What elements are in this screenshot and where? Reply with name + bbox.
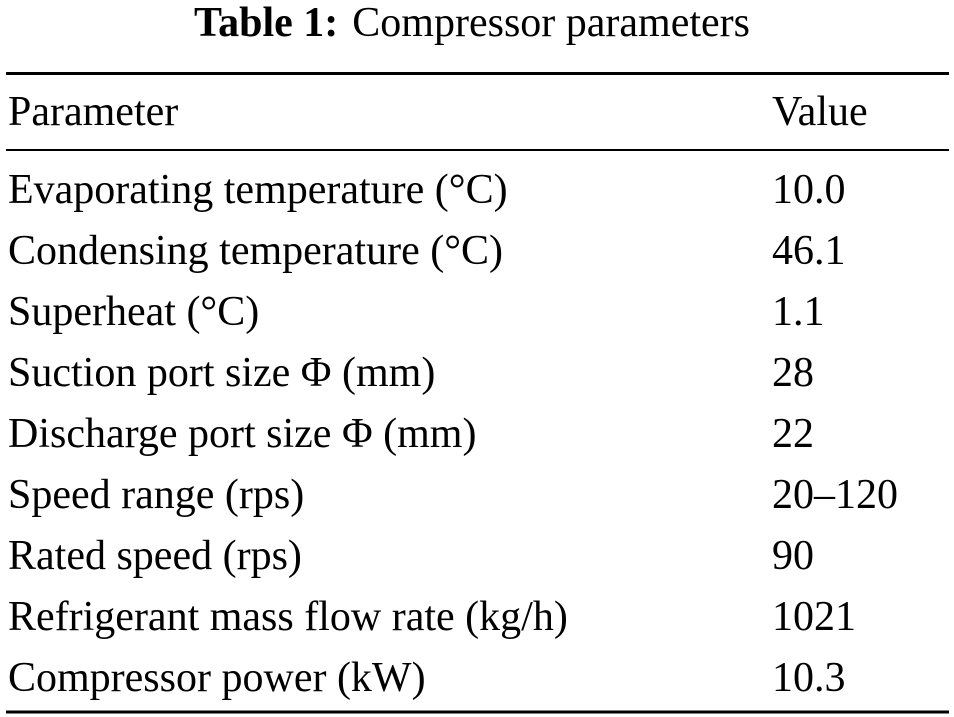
- value-cell: 1021: [772, 594, 856, 640]
- header-cell: Parameter: [8, 89, 178, 135]
- value-cell: 10.0: [772, 167, 846, 213]
- value-cell: 28: [772, 350, 814, 396]
- parameter-cell: Suction port size Φ (mm): [8, 350, 435, 396]
- caption-label: Table 1:: [194, 0, 338, 46]
- value-cell: 10.3: [772, 655, 846, 701]
- value-cell: 90: [772, 533, 814, 579]
- parameter-cell: Speed range (rps): [8, 472, 304, 518]
- caption-title: Compressor parameters: [352, 0, 750, 46]
- table-caption: Table 1: Compressor parameters: [194, 0, 750, 46]
- parameter-cell: Discharge port size Φ (mm): [8, 411, 476, 457]
- value-cell: 20–120: [772, 472, 898, 518]
- parameter-cell: Refrigerant mass flow rate (kg/h): [8, 594, 568, 640]
- table-body: Evaporating temperature (°C) 10.0 Condensi…: [8, 167, 898, 701]
- parameter-cell: Evaporating temperature (°C): [8, 167, 508, 213]
- parameter-cell: Rated speed (rps): [8, 533, 302, 579]
- value-cell: 46.1: [772, 228, 846, 274]
- value-cell: 22: [772, 411, 814, 457]
- parameter-cell: Condensing temperature (°C): [8, 228, 503, 274]
- header-cell: Value: [772, 89, 868, 135]
- value-cell: 1.1: [772, 289, 825, 335]
- parameter-cell: Compressor power (kW): [8, 655, 426, 701]
- parameter-cell: Superheat (°C): [8, 289, 259, 335]
